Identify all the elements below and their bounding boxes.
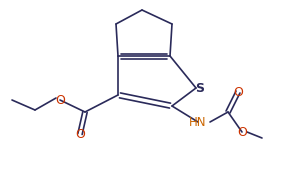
Text: O: O [55, 94, 65, 106]
Text: O: O [237, 126, 247, 139]
Text: S: S [195, 82, 204, 94]
Text: O: O [75, 128, 85, 141]
Text: O: O [233, 86, 243, 98]
Text: HN: HN [189, 116, 207, 128]
